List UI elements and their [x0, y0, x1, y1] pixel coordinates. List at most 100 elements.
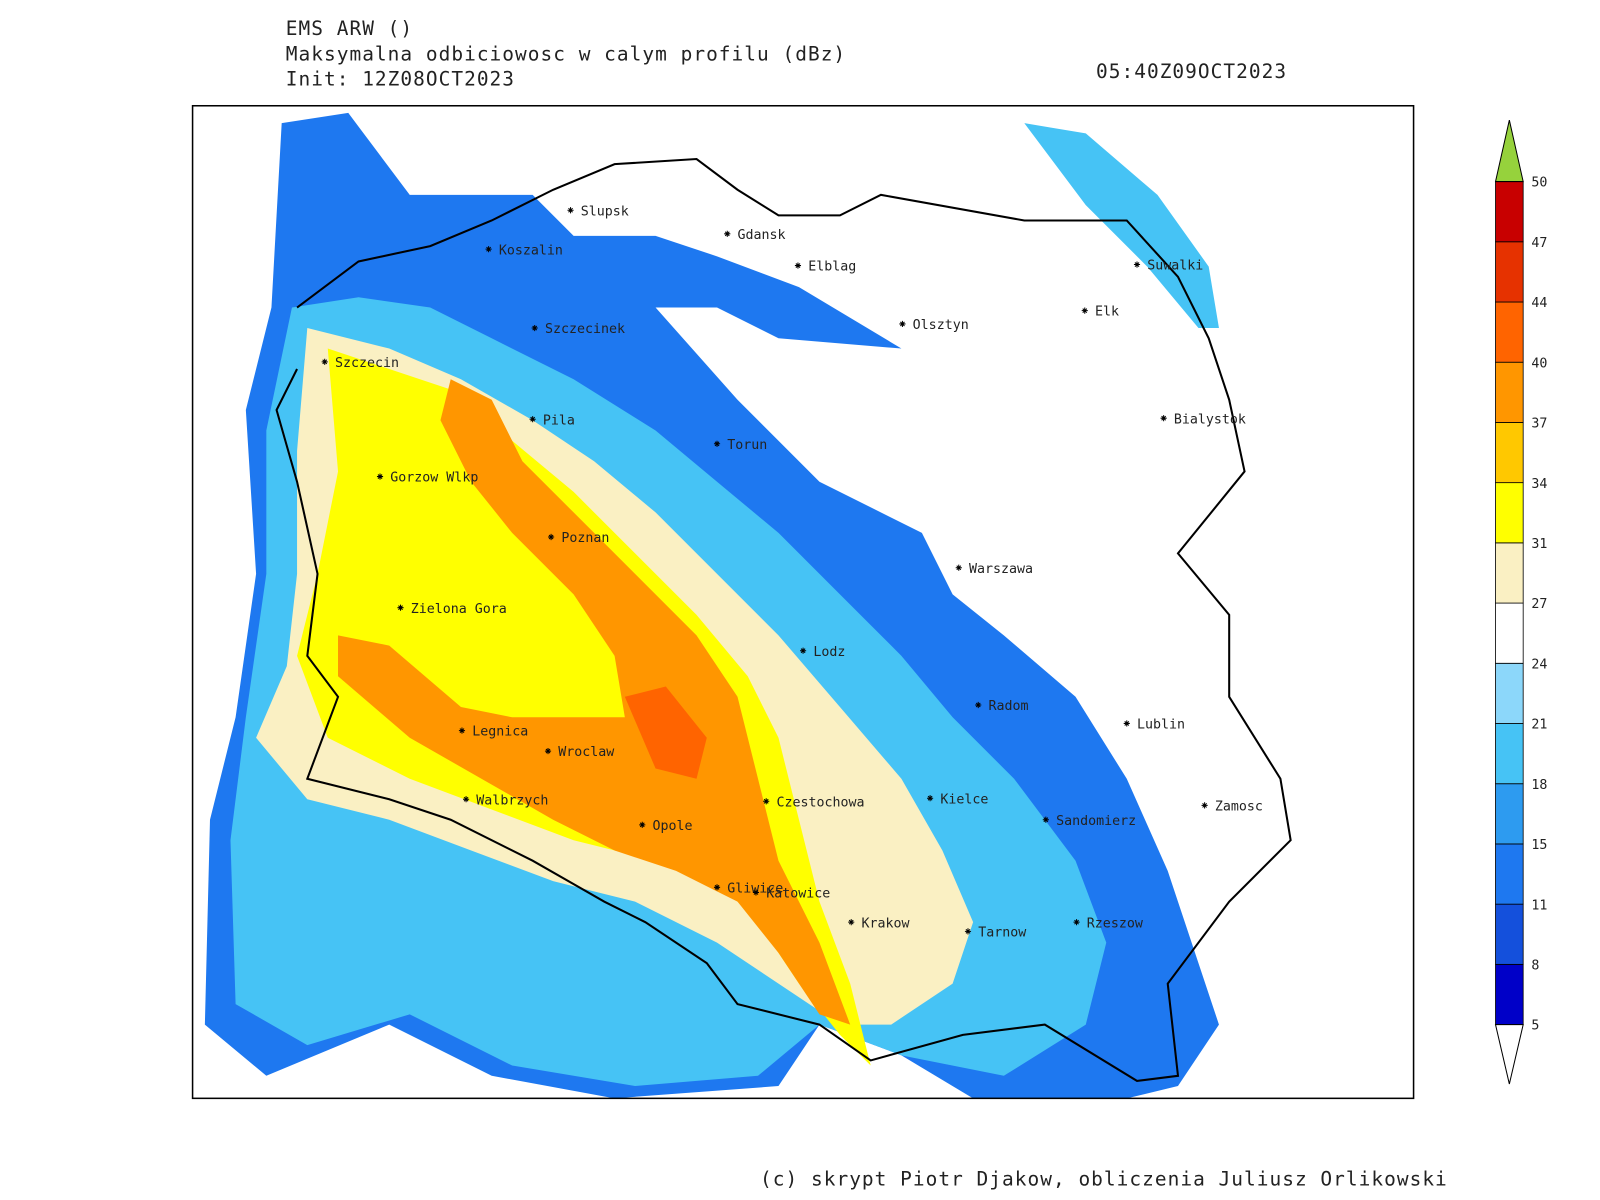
colorbar-label: 40 — [1531, 356, 1547, 371]
reflectivity-field — [204, 112, 1219, 1099]
colorbar-segment — [1495, 843, 1524, 905]
city-marker — [713, 884, 721, 891]
city-marker — [1073, 919, 1080, 926]
city-marker — [544, 748, 552, 755]
colorbar-label: 47 — [1531, 236, 1547, 251]
colorbar-segment — [1495, 602, 1524, 664]
city-marker — [899, 320, 906, 328]
city-marker — [529, 416, 536, 423]
colorbar-over — [1494, 119, 1524, 183]
field-title: Maksymalna odbiciowosc w calym profilu (… — [286, 43, 846, 66]
city-label: Legnica — [472, 725, 528, 740]
city-marker — [1201, 802, 1208, 809]
city-marker — [639, 821, 646, 828]
city-marker — [713, 440, 721, 447]
city-marker — [321, 358, 328, 365]
credits: (c) skrypt Piotr Djakow, obliczenia Juli… — [760, 1167, 1448, 1190]
city-label: Elk — [1095, 305, 1119, 320]
colorbar-label: 37 — [1531, 417, 1547, 432]
colorbar-segment — [1495, 482, 1524, 544]
city-marker — [1123, 720, 1130, 727]
colorbar-label: 24 — [1531, 657, 1547, 672]
city-marker — [848, 919, 855, 926]
colorbar-segment — [1495, 301, 1524, 363]
colorbar-segment — [1495, 542, 1524, 604]
city-marker — [964, 928, 972, 935]
city-marker — [376, 473, 384, 480]
colorbar-label: 11 — [1531, 898, 1547, 913]
city-label: Koszalin — [499, 243, 563, 258]
city-label: Warszawa — [969, 562, 1033, 577]
city-label: Kielce — [940, 792, 988, 807]
colorbar-segment — [1495, 181, 1524, 243]
city-label: Pila — [543, 413, 575, 428]
city-marker — [927, 795, 934, 802]
colorbar-label: 15 — [1531, 838, 1547, 853]
colorbar-segment — [1495, 241, 1524, 303]
colorbar-under — [1494, 1024, 1524, 1085]
city-label: Zamosc — [1215, 799, 1263, 814]
city-marker — [794, 262, 802, 269]
city-label: Szczecinek — [545, 322, 625, 337]
border — [275, 157, 1292, 1082]
city-label: Sandomierz — [1056, 814, 1136, 829]
colorbar-segment — [1495, 963, 1524, 1025]
city-marker — [1081, 307, 1088, 314]
city-marker — [975, 701, 982, 709]
city-labels: Slupsk Gdansk Koszalin Elblag Suwalki Elk Szcz… — [321, 204, 1263, 940]
city-label: Rzeszow — [1087, 916, 1143, 931]
colorbar-label: 34 — [1531, 477, 1547, 492]
colorbar-segment — [1495, 903, 1524, 965]
city-label: Gorzow Wlkp — [390, 471, 478, 486]
city-label: Opole — [652, 819, 692, 834]
city-marker — [800, 647, 807, 654]
city-label: Gdansk — [738, 228, 786, 243]
city-label: Lodz — [813, 645, 845, 660]
model-title: EMS ARW () — [286, 17, 413, 40]
city-label: Czestochowa — [776, 795, 864, 810]
colorbar-segment — [1495, 723, 1524, 785]
city-label: Radom — [988, 699, 1028, 714]
city-label: Bialystok — [1174, 412, 1246, 427]
city-label: Krakow — [861, 916, 909, 931]
colorbar-label: 27 — [1531, 597, 1547, 612]
city-label: Slupsk — [581, 204, 629, 219]
city-label: Poznan — [561, 531, 609, 546]
city-label: Katowice — [766, 887, 830, 902]
valid-time: 05:40Z09OCT2023 — [1096, 60, 1287, 83]
colorbar-label: 50 — [1531, 176, 1547, 191]
city-label: Torun — [727, 438, 767, 453]
city-marker — [752, 889, 760, 896]
city-label: Zielona Gora — [411, 602, 507, 617]
city-label: Szczecin — [335, 356, 399, 371]
colorbar-label: 8 — [1531, 958, 1539, 973]
city-marker — [955, 564, 962, 571]
city-marker — [531, 324, 538, 332]
city-marker — [1042, 816, 1049, 823]
city-marker — [1133, 261, 1141, 268]
city-label: Walbrzych — [476, 793, 548, 808]
city-marker — [397, 604, 404, 611]
city-marker — [458, 727, 466, 734]
city-marker — [462, 796, 470, 803]
init-time: Init: 12Z08OCT2023 — [286, 67, 515, 90]
colorbar-segment — [1495, 361, 1524, 423]
city-label: Wroclaw — [558, 745, 614, 760]
city-label: Tarnow — [978, 925, 1026, 940]
colorbar-label: 31 — [1531, 537, 1547, 552]
city-marker — [1160, 415, 1167, 422]
city-label: Lublin — [1137, 718, 1185, 733]
city-label: Suwalki — [1147, 259, 1203, 274]
city-marker — [485, 246, 492, 253]
city-marker — [548, 533, 555, 541]
colorbar: 5 8 11 15 18 21 24 27 31 34 37 40 44 47 50 — [1494, 119, 1547, 1085]
colorbar-label: 18 — [1531, 778, 1547, 793]
city-marker — [763, 798, 770, 805]
city-label: Olsztyn — [913, 318, 969, 333]
colorbar-label: 21 — [1531, 718, 1547, 733]
colorbar-segment — [1495, 783, 1524, 845]
colorbar-label: 44 — [1531, 296, 1547, 311]
colorbar-label: 5 — [1531, 1019, 1539, 1034]
